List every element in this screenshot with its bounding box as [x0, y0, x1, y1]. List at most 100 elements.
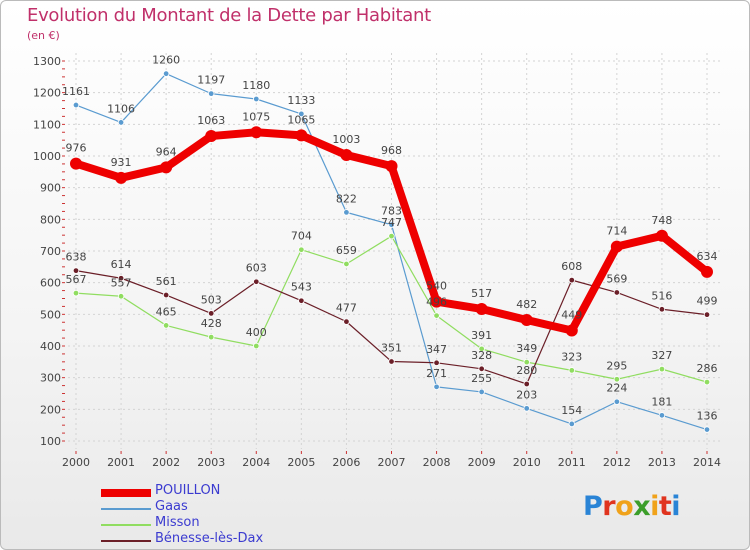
legend-item-pouillon: POUILLON	[101, 483, 321, 499]
data-point	[160, 161, 173, 174]
legend: POUILLON Gaas Misson Bénesse-lès-Dax	[101, 483, 321, 549]
y-tick-label: 500	[40, 308, 61, 321]
data-label: 931	[111, 156, 132, 169]
data-label: 328	[471, 349, 492, 362]
data-label: 477	[336, 302, 357, 315]
data-point	[613, 289, 621, 296]
data-point	[388, 232, 395, 240]
chart-title: Evolution du Montant de la Dette par Hab…	[27, 5, 431, 26]
data-point	[115, 171, 128, 184]
data-point	[613, 398, 621, 405]
data-label: 603	[246, 262, 267, 275]
data-label: 351	[381, 342, 402, 355]
data-label: 976	[66, 142, 87, 155]
data-point	[430, 295, 443, 308]
data-label: 567	[66, 273, 87, 286]
data-label: 557	[111, 276, 132, 289]
data-label: 499	[697, 295, 718, 308]
data-label: 428	[201, 317, 222, 330]
data-label: 1075	[242, 110, 270, 123]
logo-letter: i	[650, 491, 659, 522]
data-label: 608	[561, 260, 582, 273]
x-tick-label: 2000	[62, 456, 90, 469]
data-point	[162, 322, 170, 329]
legend-label-gaas: Gaas	[155, 499, 188, 514]
y-tick-label: 1100	[33, 118, 61, 131]
data-label: 822	[336, 192, 357, 205]
data-label: 1065	[287, 113, 315, 126]
data-label: 704	[291, 230, 312, 243]
data-point	[70, 157, 82, 170]
legend-swatch-gaas	[101, 508, 151, 510]
x-tick-label: 2010	[513, 456, 541, 469]
data-label: 496	[426, 296, 447, 309]
data-label: 714	[606, 225, 627, 238]
data-point	[205, 130, 218, 143]
data-point	[250, 126, 263, 139]
data-label: 449	[561, 308, 582, 321]
legend-label-pouillon: POUILLON	[155, 483, 221, 498]
data-label: 968	[381, 144, 402, 157]
proxiti-logo: Proxiti	[583, 491, 681, 522]
data-point	[343, 209, 350, 216]
data-label: 659	[336, 244, 357, 257]
x-tick-label: 2005	[287, 456, 315, 469]
data-label: 400	[246, 326, 267, 339]
x-tick-label: 2001	[107, 456, 135, 469]
data-point	[253, 278, 260, 285]
data-label: 747	[381, 216, 402, 229]
data-point	[520, 314, 533, 327]
y-tick-label: 1000	[33, 150, 61, 163]
data-point	[162, 291, 170, 299]
y-tick-label: 800	[40, 213, 61, 226]
data-point	[703, 426, 711, 433]
legend-label-misson: Misson	[155, 515, 200, 530]
data-point	[478, 345, 485, 353]
data-point	[433, 359, 440, 366]
data-label: 280	[516, 364, 537, 377]
data-point	[340, 149, 353, 162]
data-label: 349	[516, 342, 537, 355]
data-label: 634	[697, 250, 718, 263]
data-label: 1063	[197, 114, 225, 127]
data-point	[568, 276, 575, 284]
data-label: 203	[516, 388, 537, 401]
data-point	[658, 412, 666, 419]
data-point	[385, 160, 398, 173]
data-label: 154	[561, 404, 582, 417]
legend-swatch-misson	[101, 524, 151, 526]
x-tick-label: 2009	[468, 456, 496, 469]
logo-letter: o	[615, 491, 634, 522]
data-point	[613, 376, 621, 383]
data-point	[388, 358, 395, 365]
y-tick-label: 1300	[33, 55, 61, 68]
data-point	[655, 229, 668, 242]
data-point	[523, 405, 530, 412]
data-point	[703, 378, 711, 386]
logo-letter: t	[658, 491, 672, 522]
data-point	[72, 267, 80, 274]
x-tick-label: 2013	[648, 456, 676, 469]
data-point	[117, 275, 125, 282]
data-label: 136	[697, 410, 718, 423]
legend-item-gaas: Gaas	[101, 499, 321, 515]
data-label: 286	[697, 362, 718, 375]
data-point	[295, 129, 308, 142]
data-point	[208, 310, 215, 317]
x-tick-label: 2007	[378, 456, 406, 469]
data-label: 517	[471, 287, 492, 300]
data-label: 255	[471, 372, 492, 385]
data-point	[208, 333, 215, 341]
data-point	[610, 240, 623, 253]
data-point	[658, 365, 666, 373]
data-label: 561	[156, 275, 177, 288]
legend-item-benesse: Bénesse-lès-Dax	[101, 532, 321, 547]
data-point	[72, 289, 80, 297]
y-tick-label: 600	[40, 277, 61, 290]
data-point	[298, 246, 305, 253]
chart-subtitle: (en €)	[27, 29, 60, 42]
x-tick-label: 2012	[603, 456, 631, 469]
data-point	[475, 302, 488, 315]
